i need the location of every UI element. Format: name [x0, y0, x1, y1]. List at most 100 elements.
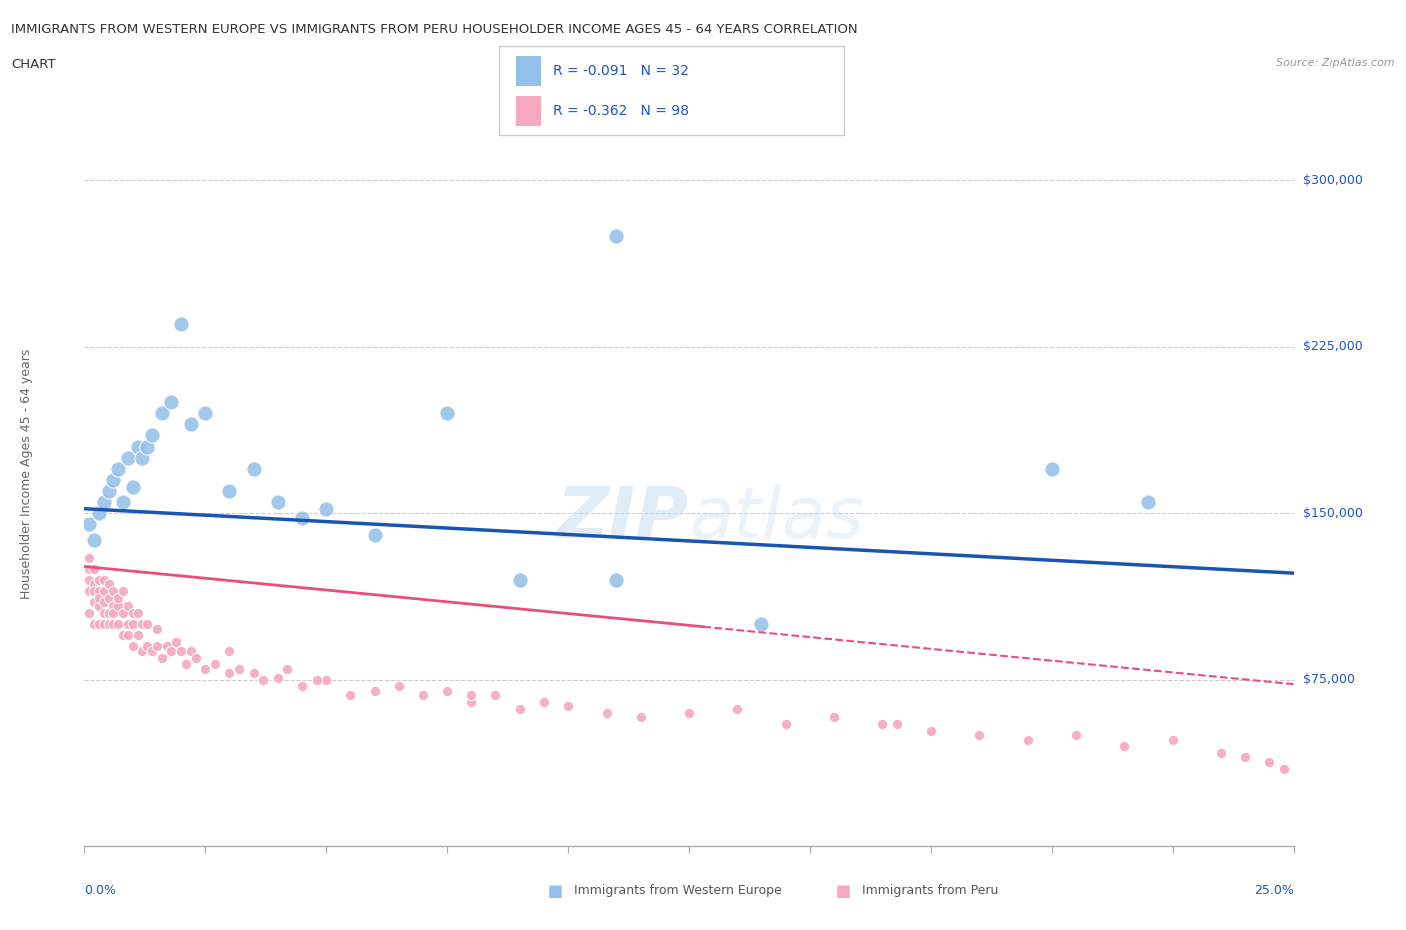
Point	[180, 417, 202, 432]
Point	[103, 617, 125, 631]
Point	[557, 699, 579, 714]
Point	[136, 639, 159, 654]
Point	[83, 594, 105, 609]
Point	[97, 617, 120, 631]
Point	[1114, 739, 1136, 754]
Point	[103, 472, 125, 487]
Point	[141, 428, 163, 443]
Point	[920, 724, 942, 738]
Point	[127, 439, 149, 454]
Point	[267, 671, 290, 685]
Point	[83, 577, 105, 591]
Text: $75,000: $75,000	[1303, 673, 1355, 686]
Point	[103, 583, 125, 598]
Point	[412, 688, 434, 703]
Text: IMMIGRANTS FROM WESTERN EUROPE VS IMMIGRANTS FROM PERU HOUSEHOLDER INCOME AGES 4: IMMIGRANTS FROM WESTERN EUROPE VS IMMIGR…	[11, 23, 858, 36]
Point	[77, 561, 100, 576]
Point	[170, 644, 193, 658]
Point	[117, 450, 139, 465]
Text: CHART: CHART	[11, 58, 56, 71]
Point	[117, 628, 139, 643]
Point	[107, 599, 129, 614]
Point	[194, 405, 217, 420]
Point	[146, 639, 169, 654]
Point	[315, 672, 337, 687]
Point	[77, 517, 100, 532]
Point	[112, 628, 135, 643]
Point	[93, 605, 115, 620]
Point	[160, 644, 183, 658]
Point	[77, 583, 100, 598]
Point	[194, 661, 217, 676]
Point	[112, 605, 135, 620]
Point	[1234, 750, 1257, 764]
Point	[1209, 746, 1232, 761]
Point	[83, 583, 105, 598]
Point	[117, 617, 139, 631]
Point	[267, 495, 290, 510]
Point	[97, 605, 120, 620]
Point	[87, 599, 110, 614]
Point	[291, 511, 314, 525]
Text: atlas: atlas	[689, 485, 863, 553]
Point	[93, 617, 115, 631]
Point	[678, 706, 700, 721]
Point	[141, 644, 163, 658]
Point	[165, 634, 187, 649]
Point	[1064, 728, 1087, 743]
Point	[436, 684, 458, 698]
Text: 0.0%: 0.0%	[84, 884, 117, 897]
Point	[146, 621, 169, 636]
Point	[160, 394, 183, 409]
Point	[1137, 495, 1160, 510]
Point	[242, 461, 264, 476]
Point	[823, 710, 845, 724]
Point	[596, 706, 619, 721]
Point	[103, 599, 125, 614]
Point	[725, 701, 748, 716]
Text: $300,000: $300,000	[1303, 174, 1362, 187]
Point	[872, 717, 894, 732]
Point	[170, 317, 193, 332]
Point	[83, 617, 105, 631]
Point	[87, 583, 110, 598]
Point	[204, 657, 226, 671]
Point	[218, 484, 240, 498]
Text: ZIP: ZIP	[557, 485, 689, 553]
Text: ▪: ▪	[835, 879, 852, 903]
Text: Immigrants from Peru: Immigrants from Peru	[862, 884, 998, 897]
Point	[751, 617, 773, 631]
Point	[117, 599, 139, 614]
Point	[93, 495, 115, 510]
Point	[103, 605, 125, 620]
Point	[77, 605, 100, 620]
Point	[131, 644, 153, 658]
Point	[93, 594, 115, 609]
Point	[127, 605, 149, 620]
Point	[509, 701, 531, 716]
Point	[218, 666, 240, 681]
Point	[131, 450, 153, 465]
Point	[97, 591, 120, 605]
Point	[136, 439, 159, 454]
Point	[252, 672, 274, 687]
Point	[276, 661, 298, 676]
Point	[77, 572, 100, 587]
Text: Householder Income Ages 45 - 64 years: Householder Income Ages 45 - 64 years	[20, 349, 32, 600]
Point	[83, 561, 105, 576]
Point	[150, 405, 173, 420]
Point	[339, 688, 361, 703]
Point	[127, 628, 149, 643]
Point	[1258, 754, 1281, 769]
Point	[291, 679, 314, 694]
Point	[107, 461, 129, 476]
Point	[131, 617, 153, 631]
Point	[460, 695, 482, 710]
Point	[509, 572, 531, 587]
Point	[1272, 761, 1295, 776]
Point	[436, 405, 458, 420]
Point	[136, 617, 159, 631]
Point	[93, 583, 115, 598]
Point	[228, 661, 250, 676]
Point	[97, 577, 120, 591]
